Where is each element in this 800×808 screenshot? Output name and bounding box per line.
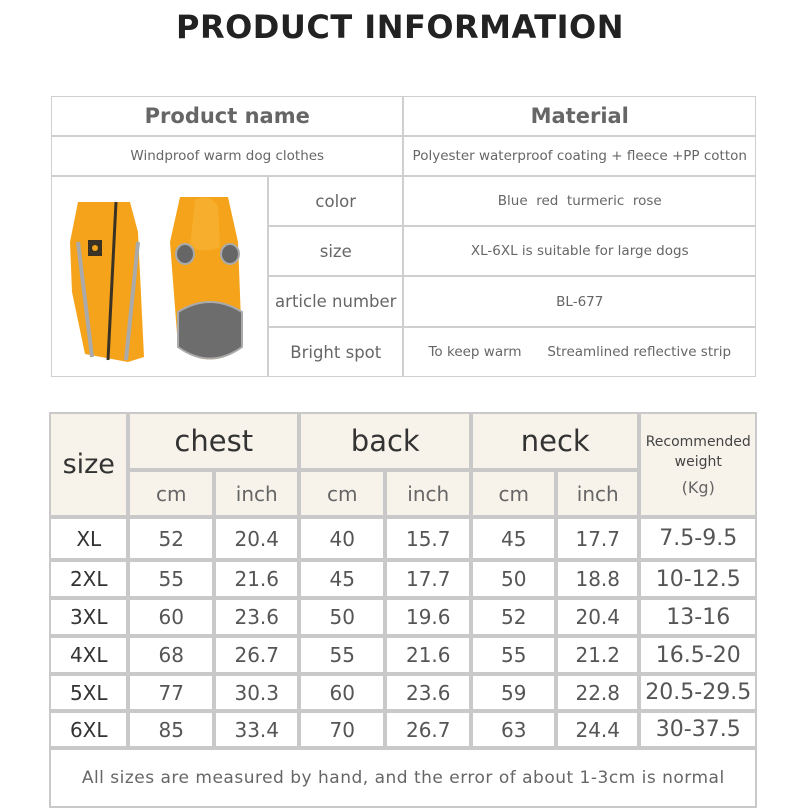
- size-cell: 5XL: [49, 674, 129, 712]
- value-cell: 50: [471, 560, 557, 599]
- value-cell: 30.3: [214, 674, 300, 712]
- value-cell: 60: [299, 674, 386, 712]
- value-cell: 45: [299, 560, 386, 599]
- value-cell: 20.4: [214, 517, 300, 561]
- value-cell: 50: [299, 598, 386, 637]
- size-cell: 4XL: [49, 636, 129, 675]
- value-cell: 17.7: [385, 560, 472, 599]
- material-value: Polyester waterproof coating + fleece +P…: [403, 136, 757, 177]
- info-row-value: Blue red turmeric rose: [403, 176, 757, 227]
- product-name-value: Windproof warm dog clothes: [51, 136, 404, 177]
- value-cell: 52: [128, 517, 215, 561]
- info-row-value: XL-6XL is suitable for large dogs: [403, 226, 757, 277]
- value-cell: 16.5-20: [639, 636, 758, 675]
- value-cell: 40: [299, 517, 386, 561]
- info-row-label: Bright spot: [268, 327, 404, 378]
- value-cell: 7.5-9.5: [639, 517, 758, 561]
- value-cell: 20.5-29.5: [639, 674, 758, 712]
- neck-header: neck: [471, 412, 640, 471]
- back-header: back: [299, 412, 472, 471]
- info-row-label: article number: [268, 276, 404, 328]
- size-cell: 3XL: [49, 598, 129, 637]
- info-row-value: To keep warm Streamlined reflective stri…: [403, 327, 757, 378]
- unit-header: inch: [556, 470, 640, 518]
- value-cell: 77: [128, 674, 215, 712]
- weight-label-line: weight: [674, 453, 722, 470]
- value-cell: 17.7: [556, 517, 640, 561]
- value-cell: 21.6: [385, 636, 472, 675]
- size-header: size: [49, 412, 129, 518]
- unit-header: inch: [385, 470, 472, 518]
- value-cell: 55: [471, 636, 557, 675]
- dog-jacket-image: [69, 196, 243, 362]
- unit-header: cm: [128, 470, 215, 518]
- weight-label-line: Recommended: [645, 433, 751, 450]
- info-row-value: BL-677: [403, 276, 757, 328]
- unit-header: inch: [214, 470, 300, 518]
- value-cell: 23.6: [385, 674, 472, 712]
- value-cell: 26.7: [214, 636, 300, 675]
- value-cell: 59: [471, 674, 557, 712]
- value-cell: 18.8: [556, 560, 640, 599]
- value-cell: 45: [471, 517, 557, 561]
- info-row-label: size: [268, 226, 404, 277]
- value-cell: 60: [128, 598, 215, 637]
- value-cell: 13-16: [639, 598, 758, 637]
- value-cell: 85: [128, 711, 215, 749]
- value-cell: 21.2: [556, 636, 640, 675]
- unit-header: cm: [471, 470, 557, 518]
- value-cell: 21.6: [214, 560, 300, 599]
- page-title: PRODUCT INFORMATION: [175, 8, 625, 46]
- value-cell: 19.6: [385, 598, 472, 637]
- product-image: [51, 176, 269, 378]
- value-cell: 63: [471, 711, 557, 749]
- value-cell: 24.4: [556, 711, 640, 749]
- size-cell: XL: [49, 517, 129, 561]
- value-cell: 52: [471, 598, 557, 637]
- info-row-label: color: [268, 176, 404, 227]
- unit-header: cm: [299, 470, 386, 518]
- size-cell: 2XL: [49, 560, 129, 599]
- value-cell: 55: [299, 636, 386, 675]
- value-cell: 20.4: [556, 598, 640, 637]
- material-header: Material: [403, 96, 757, 137]
- chest-header: chest: [128, 412, 300, 471]
- measurement-note: All sizes are measured by hand, and the …: [49, 748, 758, 808]
- value-cell: 70: [299, 711, 386, 749]
- product-name-header: Product name: [51, 96, 404, 137]
- value-cell: 10-12.5: [639, 560, 758, 599]
- value-cell: 33.4: [214, 711, 300, 749]
- value-cell: 30-37.5: [639, 711, 758, 749]
- weight-unit: (Kg): [681, 477, 715, 497]
- value-cell: 15.7: [385, 517, 472, 561]
- value-cell: 68: [128, 636, 215, 675]
- value-cell: 55: [128, 560, 215, 599]
- value-cell: 26.7: [385, 711, 472, 749]
- value-cell: 22.8: [556, 674, 640, 712]
- value-cell: 23.6: [214, 598, 300, 637]
- size-cell: 6XL: [49, 711, 129, 749]
- weight-header: Recommended weight (Kg): [639, 412, 758, 518]
